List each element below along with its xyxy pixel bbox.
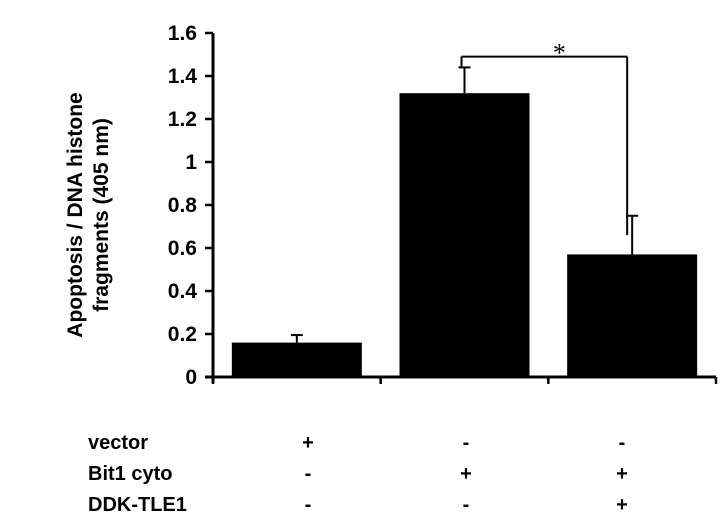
y-axis-label-line-2: fragments (405 nm) [90, 118, 113, 312]
y-tick-label: 1.6 [168, 22, 197, 45]
y-tick-label: 0.8 [168, 194, 198, 217]
y-tick-label: 1.2 [168, 108, 197, 131]
y-axis-label: Apoptosis / DNA histone fragments (405 n… [64, 92, 113, 337]
condition-table: vector + - - Bit1 cyto - + + DDK-TLE1 - - + [88, 432, 628, 516]
y-tick-label: 0.6 [168, 237, 197, 260]
condition-sign: + [616, 494, 628, 516]
bar [399, 93, 530, 377]
condition-sign: + [460, 463, 472, 485]
bar [231, 342, 362, 377]
condition-sign: - [463, 432, 470, 454]
bars [231, 66, 698, 377]
y-tick-label: 0 [185, 366, 197, 389]
y-tick-label: 1 [185, 151, 197, 174]
condition-sign: - [305, 494, 312, 516]
condition-sign: - [463, 494, 470, 516]
condition-sign: - [619, 432, 626, 454]
y-axis-label-line-1: Apoptosis / DNA histone [64, 92, 87, 337]
y-tick-label: 1.4 [168, 65, 198, 88]
axes [205, 33, 718, 384]
y-tick-label: 0.2 [168, 323, 197, 346]
condition-sign: + [302, 432, 314, 454]
significance-label: * [553, 39, 566, 68]
condition-label: vector [88, 432, 148, 454]
condition-label: Bit1 cyto [88, 463, 172, 485]
y-tick-label: 0.4 [168, 280, 198, 303]
condition-sign: + [616, 463, 628, 485]
y-axis-ticks: 0 0.2 0.4 0.6 0.8 1 1.2 1.4 1.6 [168, 22, 213, 389]
condition-label: DDK-TLE1 [88, 494, 187, 516]
bar [567, 254, 698, 377]
significance-bracket: * [460, 39, 629, 236]
condition-sign: - [305, 463, 312, 485]
